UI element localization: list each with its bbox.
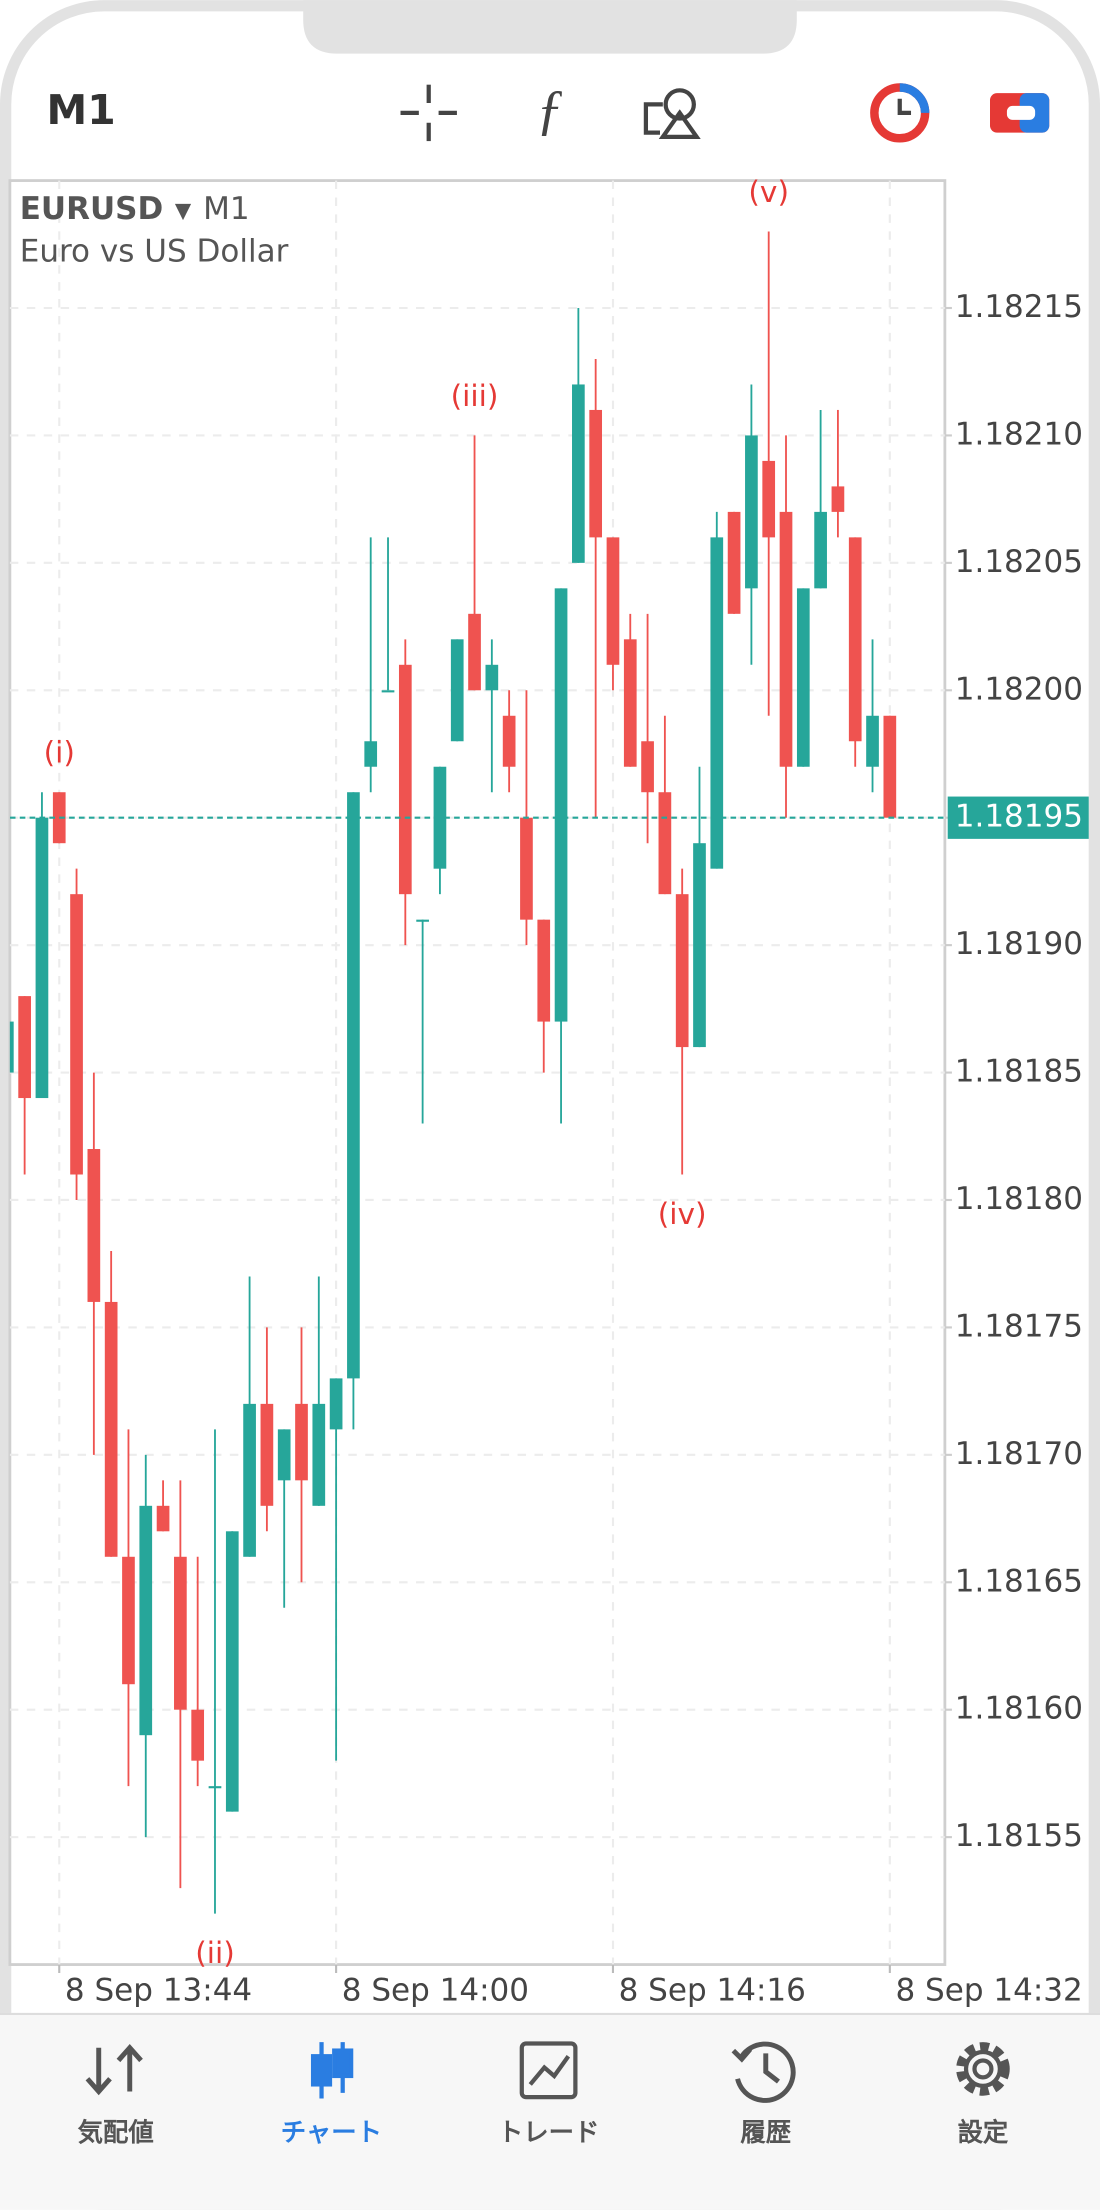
candle-body — [450, 639, 464, 742]
candle-body — [260, 1403, 274, 1506]
y-tick-label: 1.18155 — [955, 1818, 1083, 1854]
y-tick-label: 1.18160 — [955, 1691, 1083, 1727]
candle-body — [104, 1301, 118, 1557]
candle-body — [277, 1429, 291, 1481]
candle-body — [814, 511, 827, 589]
symbol-dropdown[interactable]: ▼ — [175, 198, 192, 223]
candle-body — [796, 588, 810, 767]
candle-body — [658, 792, 672, 895]
y-tick-label: 1.18170 — [955, 1436, 1083, 1472]
notch — [303, 0, 797, 54]
wave-label: (i) — [44, 736, 75, 770]
candle-body — [848, 537, 862, 742]
timeframe-button[interactable]: M1 — [47, 86, 116, 134]
chart-tab-icon[interactable] — [310, 2042, 354, 2099]
symbol[interactable]: EURUSD — [20, 191, 164, 227]
candle-body — [174, 1556, 187, 1710]
candle-body — [381, 690, 395, 693]
wave-label: (iii) — [451, 379, 499, 413]
x-tick-label: 8 Sep 14:16 — [619, 1972, 806, 2008]
candle-body — [208, 1786, 222, 1789]
candle-body — [623, 639, 637, 767]
candle-body — [9, 1021, 14, 1073]
candle-body — [502, 715, 516, 767]
trade-tab-icon[interactable] — [519, 2041, 578, 2100]
y-tick-label: 1.18210 — [955, 416, 1083, 452]
y-tick-label: 1.18200 — [955, 671, 1083, 707]
candle-body — [537, 919, 551, 1022]
history-tab-icon[interactable] — [731, 2041, 796, 2103]
candle-body — [87, 1149, 101, 1302]
trade-icon[interactable] — [990, 93, 1050, 133]
y-tick-label: 1.18190 — [955, 926, 1083, 962]
tab-label[interactable]: トレード — [498, 2117, 600, 2147]
candle-body — [606, 537, 620, 665]
candle-body — [866, 715, 879, 767]
y-tick-label: 1.18180 — [955, 1181, 1083, 1217]
candle-body — [727, 511, 741, 614]
y-tick-label: 1.18175 — [955, 1308, 1083, 1344]
symbol-description: Euro vs US Dollar — [20, 234, 289, 270]
y-tick-label: 1.18215 — [955, 289, 1083, 325]
x-tick-label: 8 Sep 14:00 — [342, 1972, 529, 2008]
candle-body — [572, 384, 585, 563]
chart-timeframe: M1 — [203, 191, 250, 227]
x-tick-label: 8 Sep 14:32 — [895, 1972, 1082, 2008]
candle-body — [398, 664, 412, 895]
candle-body — [468, 613, 481, 691]
candle-body — [18, 996, 31, 1099]
candle-body — [745, 435, 758, 589]
candle-body — [295, 1403, 308, 1481]
candle-body — [641, 741, 654, 793]
candle-body — [831, 486, 845, 512]
candle-body — [70, 894, 83, 1175]
objects-icon[interactable] — [643, 88, 701, 139]
tab-label[interactable]: 気配値 — [78, 2117, 154, 2147]
candle-body — [779, 511, 793, 767]
candle-body — [485, 664, 499, 691]
candle-body — [710, 537, 724, 869]
y-tick-label: 1.18205 — [955, 544, 1083, 580]
wave-label: (iv) — [658, 1197, 707, 1231]
wave-label: (ii) — [195, 1936, 235, 1970]
tab-label[interactable]: 履歴 — [740, 2117, 791, 2147]
indicator-icon[interactable]: ƒ — [536, 80, 564, 142]
candle-body — [883, 715, 897, 818]
candle-body — [364, 741, 378, 767]
y-tick-label: 1.18185 — [955, 1054, 1083, 1090]
candle-body — [122, 1556, 135, 1685]
x-tick-label: 8 Sep 13:44 — [65, 1972, 252, 2008]
candle-body — [762, 460, 776, 538]
candle-body — [675, 894, 689, 1048]
candle-body — [139, 1505, 153, 1736]
candle-body — [329, 1378, 343, 1430]
candle-body — [156, 1505, 170, 1532]
settings-tab-icon[interactable] — [956, 2042, 1010, 2096]
account-icon[interactable] — [870, 83, 930, 143]
quotes-icon[interactable] — [85, 2044, 143, 2096]
current-price-box — [947, 796, 1089, 839]
candle-body — [347, 792, 360, 1379]
wave-label: (v) — [748, 175, 789, 209]
candle-body — [191, 1709, 205, 1761]
candle-body — [35, 817, 49, 1099]
crosshair-icon[interactable] — [400, 84, 457, 142]
y-tick-label: 1.18165 — [955, 1563, 1083, 1599]
candle-body — [520, 817, 533, 920]
candle-body — [554, 588, 568, 1022]
tab-label[interactable]: チャート — [281, 2117, 382, 2147]
candle-body — [225, 1531, 239, 1812]
candle-body — [312, 1403, 326, 1506]
candle-body — [693, 843, 706, 1048]
current-price-label: 1.18195 — [955, 799, 1083, 835]
tab-label[interactable]: 設定 — [958, 2117, 1009, 2147]
candle-body — [589, 409, 603, 538]
tab-bar — [0, 2013, 1100, 2210]
candle-body — [243, 1403, 256, 1557]
candle-body — [416, 919, 429, 922]
